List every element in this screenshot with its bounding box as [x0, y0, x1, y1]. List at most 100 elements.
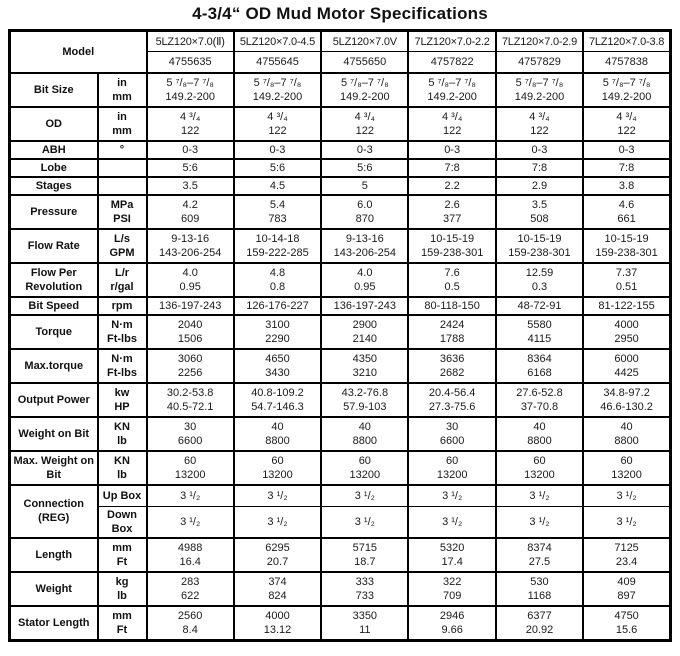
value-cell: 3 ¹/₂ — [145, 506, 234, 538]
value-cell: 7:8 — [582, 157, 671, 177]
value-cell: 3 ¹/₂ — [494, 506, 584, 538]
value-cell: 2560 8.4 — [145, 605, 234, 640]
value-cell: 0-3 — [407, 139, 496, 159]
table-row: Bit Speed rpm 136-197-243 126-176-227 136-19… — [8, 295, 671, 315]
table-row: Max. Weight on Bit KN lb 60 13200 60 13200 6… — [8, 449, 671, 485]
row-label: Flow Per Revolution — [8, 261, 98, 297]
value-cell: 3.8 — [582, 175, 671, 195]
value-cell: 0-3 — [232, 139, 322, 159]
value-cell: 3.5 — [145, 175, 234, 195]
value-cell: 4 ³/₄ 122 — [145, 105, 234, 141]
model-code-cell: 4755635 — [145, 51, 234, 73]
value-cell: 40 8800 — [494, 415, 584, 451]
unit-cell: rpm — [96, 295, 147, 315]
value-cell: 2040 1506 — [145, 313, 234, 349]
model-code-cell: 4755645 — [232, 51, 322, 73]
value-cell: 5.4 783 — [232, 193, 322, 229]
unit-cell — [96, 157, 147, 177]
value-cell: 10-15-19 159-238-301 — [582, 227, 671, 263]
value-cell: 530 1168 — [494, 571, 584, 606]
value-cell: 4.2 609 — [145, 193, 234, 229]
value-cell: 6295 20.7 — [232, 537, 322, 572]
row-label: Max.torque — [8, 347, 98, 383]
table-row: Lobe 5:6 5:6 5:6 7:8 7:8 7:8 — [8, 157, 671, 177]
unit-cell: kg lb — [96, 571, 147, 606]
unit-cell: MPa PSI — [96, 193, 147, 229]
row-label: Output Power — [8, 381, 98, 417]
value-cell: 81-122-155 — [582, 295, 671, 315]
table-row: Model 5LZ120×7.0(Ⅱ) 5LZ120×7.0-4.5 5LZ120×7… — [8, 29, 671, 73]
value-cell: 60 13200 — [145, 449, 234, 485]
table-row: Torque N·m Ft-lbs 2040 1506 3100 2290 2900 2… — [8, 313, 671, 349]
value-cell: 7:8 — [407, 157, 496, 177]
value-cell: 2900 2140 — [320, 313, 409, 349]
value-cell: 8374 27.5 — [494, 537, 584, 572]
table-row: Output Power kw HP 30.2-53.8 40.5-72.1 40.8… — [8, 381, 671, 417]
row-label: Stator Length — [8, 605, 98, 640]
value-cell: 3 ¹/₂ — [232, 483, 322, 507]
value-cell: 7.37 0.51 — [582, 261, 671, 297]
value-cell: 4.6 661 — [582, 193, 671, 229]
value-cell: 20.4-56.4 27.3-75.6 — [407, 381, 496, 417]
row-label: Weight on Bit — [8, 415, 98, 451]
value-cell: 6377 20.92 — [494, 605, 584, 640]
value-cell: 60 13200 — [494, 449, 584, 485]
table-row: Weight on Bit KN lb 30 6600 40 8800 40 8800 3… — [8, 415, 671, 451]
value-cell: 27.6-52.8 37-70.8 — [494, 381, 584, 417]
value-cell: 3060 2256 — [145, 347, 234, 383]
value-cell: 136-197-243 — [145, 295, 234, 315]
value-cell: 4.0 0.95 — [145, 261, 234, 297]
row-label: Pressure — [8, 193, 98, 229]
value-cell: 43.2-76.8 57.9-103 — [320, 381, 409, 417]
model-name-cell: 5LZ120×7.0(Ⅱ) — [145, 29, 234, 52]
value-cell: 0-3 — [494, 139, 584, 159]
value-cell: 5 ⁷/₈–7 ⁷/₈ 149.2-200 — [320, 71, 409, 107]
value-cell: 2.6 377 — [407, 193, 496, 229]
table-row: Max.torque N·m Ft-lbs 3060 2256 4650 3430 43… — [8, 347, 671, 383]
table-row: OD in mm 4 ³/₄ 122 4 ³/₄ 122 4 ³/₄ 122 4 ³/₄ … — [8, 105, 671, 141]
value-cell: 126-176-227 — [232, 295, 322, 315]
value-cell: 4.0 0.95 — [320, 261, 409, 297]
value-cell: 2.2 — [407, 175, 496, 195]
value-cell: 374 824 — [232, 571, 322, 606]
page-title: 4-3/4“ OD Mud Motor Specifications — [192, 4, 488, 23]
model-code-cell: 4757822 — [407, 51, 496, 73]
value-cell: 12.59 0.3 — [494, 261, 584, 297]
value-cell: 3 ¹/₂ — [232, 506, 322, 538]
table-row: Down Box 3 ¹/₂ 3 ¹/₂ 3 ¹/₂ 3 ¹/₂ 3 ¹/₂ 3 ¹/₂ — [10, 506, 671, 538]
value-cell: 3 ¹/₂ — [407, 483, 496, 507]
value-cell: 3 ¹/₂ — [145, 483, 234, 507]
value-cell: 7125 23.4 — [582, 537, 671, 572]
value-cell: 5:6 — [320, 157, 409, 177]
row-label: Stages — [8, 175, 98, 195]
value-cell: 2424 1788 — [407, 313, 496, 349]
value-cell: 80-118-150 — [407, 295, 496, 315]
table-row: Flow Rate L/s GPM 9-13-16 143-206-254 10-14… — [8, 227, 671, 263]
value-cell: 3 ¹/₂ — [494, 483, 584, 507]
value-cell: 4750 15.6 — [582, 605, 671, 640]
unit-cell: N·m Ft-lbs — [96, 347, 147, 383]
value-cell: 4650 3430 — [232, 347, 322, 383]
row-label: Bit Speed — [8, 295, 98, 315]
value-cell: 34.8-97.2 46.6-130.2 — [582, 381, 671, 417]
value-cell: 8364 6168 — [494, 347, 584, 383]
value-cell: 283 622 — [145, 571, 234, 606]
value-cell: 5715 18.7 — [320, 537, 409, 572]
unit-cell: L/r r/gal — [96, 261, 147, 297]
model-name-cell: 7LZ120×7.0-2.9 — [494, 29, 584, 52]
value-cell: 5:6 — [232, 157, 322, 177]
value-cell: 6.0 870 — [320, 193, 409, 229]
value-cell: 7:8 — [494, 157, 584, 177]
value-cell: 4 ³/₄ 122 — [494, 105, 584, 141]
value-cell: 4 ³/₄ 122 — [232, 105, 322, 141]
row-label: Weight — [8, 571, 98, 606]
value-cell: 0-3 — [320, 139, 409, 159]
value-cell: 7.6 0.5 — [407, 261, 496, 297]
spec-sheet: 4-3/4“ OD Mud Motor Specifications Model… — [0, 4, 680, 642]
unit-cell: L/s GPM — [96, 227, 147, 263]
value-cell: 40.8-109.2 54.7-146.3 — [232, 381, 322, 417]
value-cell: 4 ³/₄ 122 — [582, 105, 671, 141]
value-cell: 0-3 — [582, 139, 671, 159]
value-cell: 30 6600 — [407, 415, 496, 451]
unit-cell: Down Box — [96, 506, 147, 538]
